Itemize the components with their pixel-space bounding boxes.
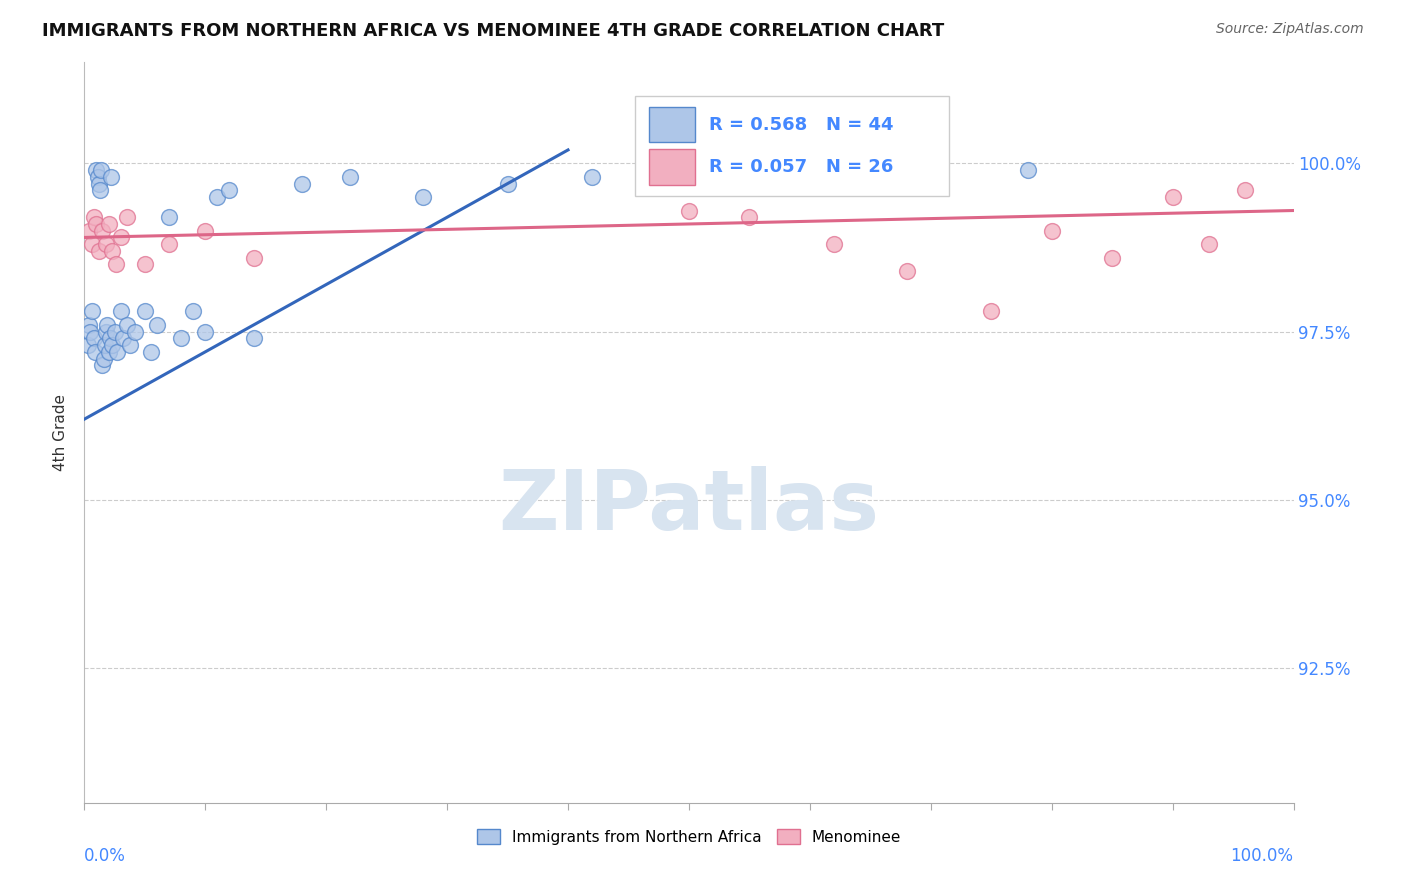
Point	[104, 325, 127, 339]
Point	[94, 338, 117, 352]
Point	[90, 163, 112, 178]
Y-axis label: 4th Grade: 4th Grade	[53, 394, 69, 471]
Text: R = 0.568   N = 44: R = 0.568 N = 44	[710, 116, 894, 134]
Point	[738, 211, 761, 225]
Point	[89, 183, 111, 197]
Point	[207, 190, 229, 204]
Point	[100, 169, 122, 184]
Point	[84, 344, 107, 359]
Point	[157, 237, 180, 252]
Point	[86, 163, 108, 178]
Point	[1234, 183, 1257, 197]
Point	[115, 211, 138, 225]
Point	[157, 211, 180, 225]
Point	[291, 177, 314, 191]
Point	[1040, 224, 1063, 238]
Point	[823, 237, 845, 252]
Point	[799, 163, 821, 178]
Point	[115, 318, 138, 332]
Text: R = 0.057   N = 26: R = 0.057 N = 26	[710, 158, 894, 176]
Point	[94, 237, 117, 252]
Point	[110, 304, 132, 318]
Point	[181, 304, 204, 318]
Point	[80, 304, 103, 318]
Text: IMMIGRANTS FROM NORTHERN AFRICA VS MENOMINEE 4TH GRADE CORRELATION CHART: IMMIGRANTS FROM NORTHERN AFRICA VS MENOM…	[42, 22, 945, 40]
Point	[83, 211, 105, 225]
Bar	[650, 149, 695, 185]
Point	[112, 331, 135, 345]
Point	[120, 338, 142, 352]
Point	[218, 183, 240, 197]
Point	[86, 169, 108, 184]
Point	[242, 251, 264, 265]
Point	[581, 169, 603, 184]
Point	[87, 244, 110, 258]
Text: 100.0%: 100.0%	[1230, 847, 1294, 865]
Point	[94, 325, 117, 339]
Point	[97, 344, 120, 359]
Point	[83, 331, 105, 345]
Point	[139, 344, 162, 359]
Point	[242, 331, 264, 345]
Point	[86, 217, 108, 231]
Point	[80, 237, 103, 252]
Point	[97, 217, 120, 231]
Point	[678, 203, 700, 218]
Point	[1101, 251, 1123, 265]
Point	[146, 318, 169, 332]
Point	[105, 344, 128, 359]
Point	[93, 351, 115, 366]
Point	[104, 257, 127, 271]
Point	[194, 224, 217, 238]
Point	[77, 318, 100, 332]
Point	[896, 264, 918, 278]
Point	[339, 169, 361, 184]
Bar	[650, 107, 695, 143]
Legend: Immigrants from Northern Africa, Menominee: Immigrants from Northern Africa, Menomin…	[471, 822, 907, 851]
Point	[98, 331, 121, 345]
Point	[1161, 190, 1184, 204]
Point	[87, 177, 110, 191]
Point	[194, 325, 217, 339]
Point	[110, 230, 132, 244]
Text: Source: ZipAtlas.com: Source: ZipAtlas.com	[1216, 22, 1364, 37]
Point	[124, 325, 146, 339]
Point	[170, 331, 193, 345]
Point	[77, 224, 100, 238]
Point	[77, 338, 100, 352]
Point	[496, 177, 519, 191]
Point	[1198, 237, 1220, 252]
Point	[980, 304, 1002, 318]
Point	[91, 359, 114, 373]
Point	[412, 190, 434, 204]
Point	[134, 304, 156, 318]
Point	[134, 257, 156, 271]
Point	[1017, 163, 1039, 178]
FancyBboxPatch shape	[634, 95, 949, 195]
Point	[101, 244, 124, 258]
Text: 0.0%: 0.0%	[84, 847, 127, 865]
Point	[91, 224, 114, 238]
Point	[96, 318, 118, 332]
Text: ZIPatlas: ZIPatlas	[499, 467, 879, 547]
Point	[79, 325, 101, 339]
Point	[101, 338, 124, 352]
